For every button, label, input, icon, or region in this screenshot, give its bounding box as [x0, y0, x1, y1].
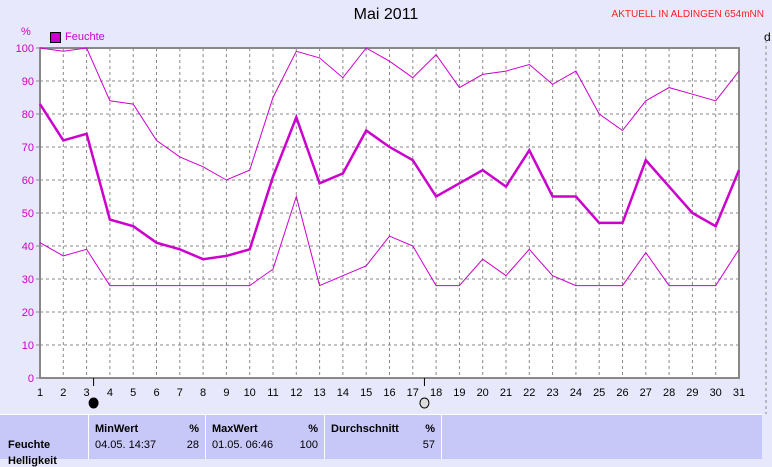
y-tick-label: 60 [22, 175, 34, 187]
avg-unit: % [425, 423, 435, 435]
x-tick-label: 2 [60, 387, 66, 399]
x-tick-label: 1 [37, 387, 43, 399]
series-line-0 [39, 47, 740, 181]
y-tick-label: 100 [16, 43, 34, 55]
plot-border [39, 47, 740, 379]
x-tick-label: 28 [663, 387, 675, 399]
avg-cell: Durchschnitt % 57 [324, 415, 441, 459]
x-tick-label: 9 [223, 387, 229, 399]
row-label-feuchte: Feuchte [8, 439, 51, 451]
series-line-1 [38, 103, 741, 261]
y-tick-label: 10 [22, 340, 34, 352]
x-tick-label: 24 [570, 387, 582, 399]
max-cell: MaxWert % 01.05. 06:46 100 [205, 415, 324, 459]
x-tick-label: 30 [710, 387, 722, 399]
min-unit: % [189, 423, 199, 435]
row-label-helligkeit: Helligkeit [8, 455, 57, 467]
x-tick-label: 4 [107, 387, 113, 399]
x-tick-label: 7 [177, 387, 183, 399]
x-tick-label: 27 [640, 387, 652, 399]
legend-label: Feuchte [65, 31, 105, 43]
min-cell: MinWert % 04.05. 14:37 28 [88, 415, 205, 459]
x-tick-label: 13 [313, 387, 325, 399]
max-date: 01.05. 06:46 [212, 439, 274, 451]
min-date: 04.05. 14:37 [95, 439, 157, 451]
avg-label: Durchschnitt [331, 423, 399, 435]
x-tick-label: 17 [407, 387, 419, 399]
x-tick-label: 6 [153, 387, 159, 399]
x-tick-label: 8 [200, 387, 206, 399]
x-tick-label: 19 [453, 387, 465, 399]
x-tick-label: 5 [130, 387, 136, 399]
legend: Feuchte [50, 31, 105, 43]
min-label: MinWert [95, 423, 139, 435]
x-tick-label: 31 [733, 387, 745, 399]
chart-title: Mai 2011 [353, 6, 419, 23]
x-tick-label: 3 [84, 387, 90, 399]
y-tick-label: 40 [22, 241, 34, 253]
x-tick-label: 18 [430, 387, 442, 399]
x-tick-label: 26 [616, 387, 628, 399]
stats-table: Feuchte Helligkeit MinWert % 04.05. 14:3… [0, 414, 762, 467]
x-tick-label: 21 [500, 387, 512, 399]
full-moon-icon [419, 397, 430, 409]
y-axis-unit: % [21, 26, 31, 38]
location-label: AKTUELL IN ALDINGEN 654mNN [611, 9, 764, 20]
x-tick-label: 22 [523, 387, 535, 399]
series-line-2 [39, 194, 740, 287]
x-tick-label: 10 [244, 387, 256, 399]
x-tick-label: 20 [477, 387, 489, 399]
min-value: 28 [186, 439, 199, 451]
x-tick-label: 14 [337, 387, 349, 399]
avg-value: 57 [422, 439, 435, 451]
y-tick-label: 50 [22, 208, 34, 220]
y-tick-label: 30 [22, 274, 34, 286]
y-tick-label: 70 [22, 142, 34, 154]
x-tick-label: 15 [360, 387, 372, 399]
x-tick-label: 12 [290, 387, 302, 399]
y-tick-label: 20 [22, 307, 34, 319]
legend-swatch [50, 31, 61, 43]
max-unit: % [308, 423, 318, 435]
x-tick-label: 16 [383, 387, 395, 399]
right-cut-label: d [764, 30, 771, 44]
y-tick-label: 90 [22, 76, 34, 88]
new-moon-icon [88, 397, 99, 409]
x-tick-label: 29 [686, 387, 698, 399]
y-tick-label: 80 [22, 109, 34, 121]
x-tick-label: 11 [267, 387, 278, 399]
x-tick-label: 23 [546, 387, 558, 399]
max-value: 100 [299, 439, 318, 451]
x-tick-label: 25 [593, 387, 605, 399]
y-tick-label: 0 [28, 373, 34, 385]
empty-cell [441, 415, 762, 459]
max-label: MaxWert [212, 423, 258, 435]
